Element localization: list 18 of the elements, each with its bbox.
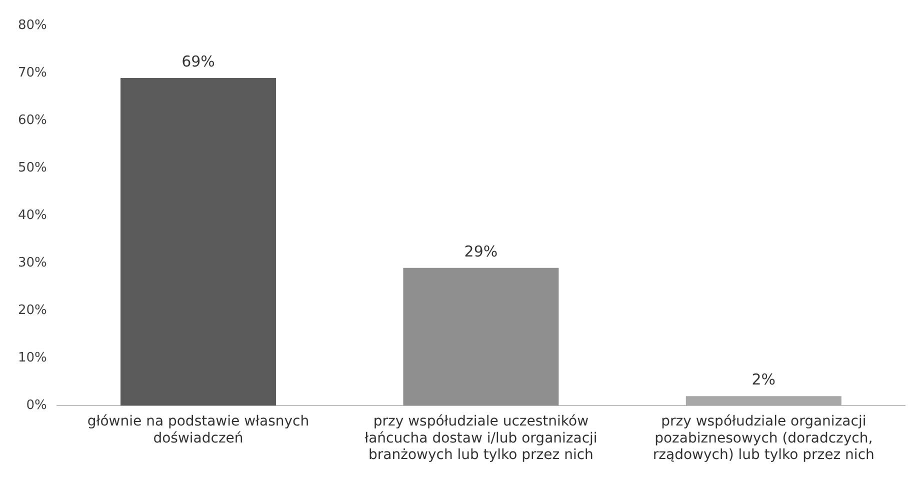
y-tick-label: 70% xyxy=(18,66,47,81)
x-tick-label: przy współudziale organizacji pozabiznesowych (doradczych, rządowych) lub tylko przez nich xyxy=(652,414,874,464)
x-tick-label: głównie na podstawie własnych doświadczeń xyxy=(87,414,310,446)
y-tick-label: 60% xyxy=(18,113,47,128)
bar xyxy=(403,268,559,406)
bar xyxy=(120,78,276,406)
x-tick-label: przy współudziale uczestników łańcucha dostaw i/lub organizacji branżowych lub tylko przez nich xyxy=(364,414,598,464)
data-label: 69% xyxy=(182,52,215,70)
y-tick-label: 40% xyxy=(18,208,47,224)
y-tick-label: 10% xyxy=(18,350,47,366)
data-label: 2% xyxy=(752,370,776,388)
bar xyxy=(686,396,842,406)
y-tick-label: 80% xyxy=(18,18,47,34)
y-tick-label: 30% xyxy=(18,256,47,271)
y-tick-label: 20% xyxy=(18,303,47,318)
y-tick-label: 50% xyxy=(18,160,47,176)
data-label: 29% xyxy=(464,242,498,260)
y-tick-label: 0% xyxy=(26,398,47,413)
